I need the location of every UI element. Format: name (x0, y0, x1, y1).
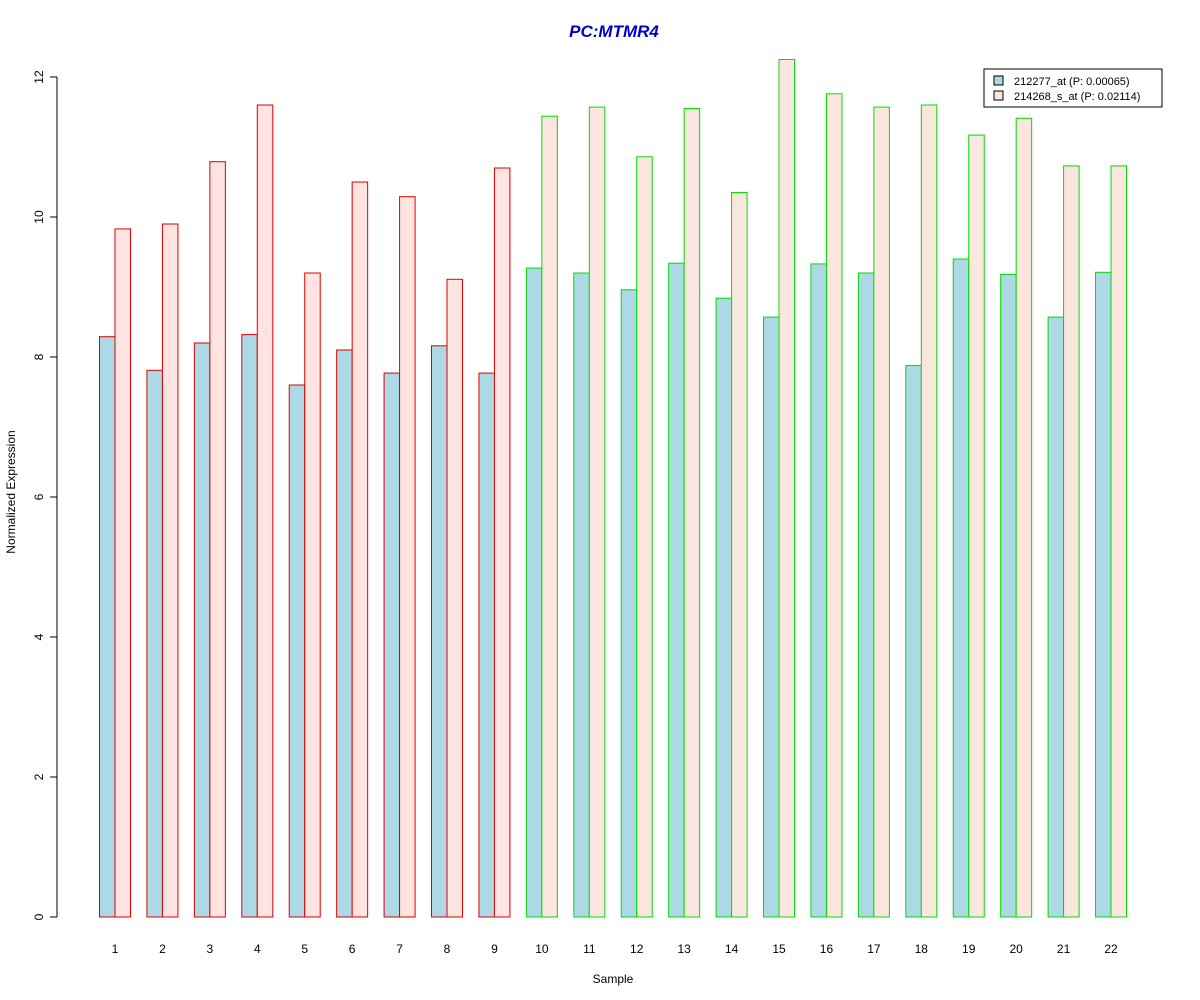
bar-sample-14-series-2 (731, 192, 748, 918)
legend-swatch-series-2 (993, 90, 1004, 101)
x-tick-label: 1 (112, 942, 119, 956)
bar-sample-21-series-2 (1063, 165, 1080, 918)
y-tick-label: 0 (32, 913, 46, 920)
x-tick-label: 18 (915, 942, 929, 956)
y-axis: 0 2 4 6 8 10 12 (32, 70, 58, 920)
bar-sample-16-series-2 (825, 93, 843, 918)
bar-sample-6-series-1 (336, 349, 353, 918)
bar-sample-20-series-2 (1015, 117, 1033, 918)
x-tick-labels: 1 2 3 4 5 6 7 8 9 10 11 12 13 14 15 16 17 18 19 20 21 22 (112, 942, 1118, 956)
x-tick-label: 11 (583, 942, 596, 956)
bar-sample-2-series-2 (161, 223, 179, 918)
bar-sample-22-series-2 (1110, 165, 1128, 918)
y-tick-label: 2 (32, 773, 46, 780)
bar-sample-19-series-2 (968, 134, 985, 918)
bar-sample-5-series-2 (304, 272, 321, 918)
x-tick-label: 21 (1057, 942, 1071, 956)
y-axis-label: Normalized Expression (4, 430, 18, 553)
y-tick-label: 12 (32, 70, 46, 84)
x-tick-label: 3 (207, 942, 214, 956)
bar-sample-16-series-1 (810, 263, 827, 918)
legend-label-series-1: 212277_at (P: 0.00065) (1014, 76, 1130, 88)
bars-group (99, 59, 1128, 918)
x-tick-label: 6 (349, 942, 356, 956)
x-tick-label: 2 (159, 942, 166, 956)
bar-sample-8-series-2 (446, 278, 464, 918)
bar-sample-14-series-1 (715, 297, 733, 918)
bar-sample-11-series-1 (573, 272, 590, 918)
bar-sample-3-series-1 (193, 342, 211, 918)
legend-box (983, 68, 1163, 108)
x-tick-label: 20 (1009, 942, 1023, 956)
bar-sample-3-series-2 (209, 161, 226, 918)
bar-sample-10-series-1 (525, 267, 543, 918)
x-tick-label: 16 (820, 942, 834, 956)
bar-sample-17-series-2 (873, 106, 890, 918)
bar-sample-5-series-1 (288, 384, 306, 918)
x-tick-label: 19 (962, 942, 976, 956)
bar-sample-2-series-1 (146, 369, 163, 918)
bar-sample-1-series-1 (99, 336, 116, 918)
x-tick-label: 22 (1104, 942, 1118, 956)
y-tick-label: 4 (32, 633, 46, 640)
bar-sample-13-series-1 (668, 262, 685, 918)
bar-sample-13-series-2 (683, 108, 701, 918)
bar-sample-11-series-2 (588, 106, 606, 918)
bar-sample-4-series-1 (241, 334, 258, 918)
bar-sample-17-series-1 (857, 272, 875, 918)
x-tick-label: 7 (396, 942, 403, 956)
bar-sample-12-series-1 (620, 289, 638, 918)
x-axis-label: Sample (593, 972, 634, 986)
bar-sample-20-series-1 (1000, 273, 1017, 918)
x-tick-label: 9 (491, 942, 498, 956)
x-tick-label: 13 (677, 942, 691, 956)
bar-sample-4-series-2 (256, 104, 274, 918)
bar-sample-8-series-1 (431, 345, 448, 918)
bar-sample-21-series-1 (1047, 316, 1065, 918)
legend-label-series-2: 214268_s_at (P: 0.02114) (1014, 91, 1140, 103)
x-tick-label: 4 (254, 942, 261, 956)
y-tick-label: 8 (32, 353, 46, 360)
x-tick-label: 14 (725, 942, 739, 956)
x-tick-label: 17 (867, 942, 881, 956)
legend: 212277_at (P: 0.00065) 214268_s_at (P: 0… (983, 68, 1163, 108)
chart-title: PC:MTMR4 (569, 22, 659, 41)
bar-sample-18-series-2 (920, 104, 938, 918)
bar-sample-15-series-1 (763, 316, 780, 918)
bar-sample-15-series-2 (778, 59, 796, 918)
y-tick-label: 10 (32, 210, 46, 224)
bar-sample-22-series-1 (1095, 271, 1112, 918)
bar-sample-9-series-2 (493, 167, 511, 918)
x-tick-label: 12 (630, 942, 644, 956)
y-tick-label: 6 (32, 493, 46, 500)
legend-swatch-series-1 (993, 75, 1004, 86)
bar-sample-6-series-2 (351, 181, 369, 918)
bar-sample-12-series-2 (636, 156, 653, 918)
bar-sample-7-series-1 (383, 372, 401, 918)
bar-sample-19-series-1 (952, 258, 970, 918)
x-tick-label: 10 (535, 942, 549, 956)
bar-sample-7-series-2 (399, 196, 416, 918)
x-tick-label: 5 (301, 942, 308, 956)
bar-sample-10-series-2 (541, 115, 558, 918)
x-tick-label: 15 (772, 942, 786, 956)
bar-sample-9-series-1 (478, 372, 495, 918)
bar-sample-18-series-1 (905, 364, 922, 918)
bar-sample-1-series-2 (114, 228, 131, 918)
x-tick-label: 8 (444, 942, 451, 956)
